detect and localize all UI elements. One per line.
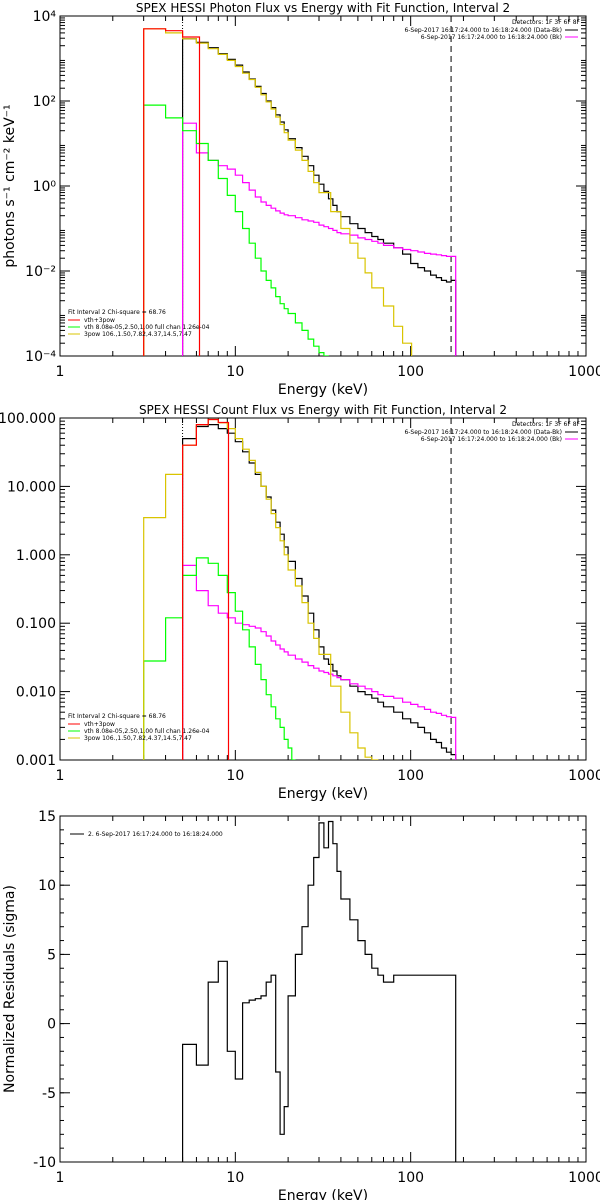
y-tick-label: 100.000	[0, 411, 56, 427]
x-tick-label: 100	[397, 768, 424, 784]
x-axis-label: Energy (keV)	[278, 786, 368, 802]
x-tick-label: 1000	[568, 768, 600, 784]
x-axis-label: Energy (keV)	[278, 382, 368, 398]
legend-lower-entry-text: vth 8.08e-05,2.50,1.00 full chan 1.26e-0…	[84, 728, 210, 735]
legend-upper-entry-text: 6-Sep-2017 16:17:24.000 to 16:18:24.000 …	[404, 27, 562, 34]
chart-panel-1: 1 10 100 1000 10⁻⁴ 10⁻² 10⁰ 10² 10⁴ SPEX HESSI Ph…	[2, 1, 600, 398]
x-tick-label: 1000	[568, 364, 600, 380]
chart-title: SPEX HESSI Count Flux vs Energy with Fit…	[139, 403, 507, 417]
series-line-bk	[182, 122, 457, 356]
legend-lower-entry-text: 3pow 106.,1.50,7.82,4.37,14.5,7.47	[84, 735, 192, 742]
y-tick-label: 10⁻⁴	[25, 349, 56, 365]
x-tick-label: 100	[397, 364, 424, 380]
y-tick-label: 0	[47, 1017, 56, 1033]
series-line-data-bk	[182, 38, 457, 356]
legend-entry-text: 2. 6-Sep-2017 16:17:24.000 to 16:18:24.0…	[88, 831, 223, 838]
legend-lower-entry-text: vth 8.08e-05,2.50,1.00 full chan 1.26e-0…	[84, 324, 210, 331]
y-tick-label: 15	[38, 809, 56, 825]
x-tick-label: 1	[56, 768, 65, 784]
y-tick-label: 10²	[33, 94, 56, 110]
legend-upper-entry-text: 6-Sep-2017 16:17:24.000 to 16:18:24.000 …	[404, 429, 562, 436]
y-tick-label: -10	[33, 1155, 56, 1171]
y-tick-label: 5	[47, 947, 56, 963]
y-tick-label: 10⁰	[33, 179, 57, 195]
x-tick-label: 1	[56, 1170, 65, 1186]
chart-title: SPEX HESSI Photon Flux vs Energy with Fi…	[136, 1, 510, 15]
series-line-data-bk	[182, 424, 457, 760]
legend-upper-header: Detectors: 1F 3F 6F 8F	[512, 421, 581, 428]
y-tick-label: 10	[38, 878, 56, 894]
x-tick-label: 1	[56, 364, 65, 380]
plot-frame	[59, 815, 587, 1163]
y-tick-label: 0.001	[16, 753, 56, 769]
series-line-bk	[182, 564, 457, 760]
legend-lower-entry-text: vth+3pow	[84, 721, 115, 728]
legend-lower-entry-text: 3pow 106.,1.50,7.82,4.37,14.5,7.47	[84, 331, 192, 338]
legend-upper-entry-text: 6-Sep-2017 16:17:24.000 to 16:18:24.000 …	[421, 436, 562, 443]
y-tick-label: -5	[42, 1086, 56, 1102]
legend-lower-header: Fit Interval 2 Chi-square = 68.76	[68, 713, 166, 720]
x-tick-label: 10	[226, 768, 244, 784]
plot-frame	[59, 15, 587, 357]
series-line-vth	[143, 104, 329, 356]
series-line-vth-3pow	[182, 418, 230, 760]
x-axis-label: Energy (keV)	[278, 1188, 368, 1200]
x-tick-label: 100	[397, 1170, 424, 1186]
x-tick-label: 1000	[568, 1170, 600, 1186]
plot-frame	[59, 417, 587, 761]
legend-lower-header: Fit Interval 2 Chi-square = 68.76	[68, 309, 166, 316]
y-tick-label: 10⁴	[33, 9, 57, 25]
x-tick-label: 10	[226, 1170, 244, 1186]
series-line-residuals	[182, 820, 457, 1162]
y-tick-label: 10.000	[7, 479, 56, 495]
series-group	[143, 418, 457, 760]
series-group	[143, 28, 457, 356]
series-group	[182, 820, 457, 1162]
series-line-3pow	[143, 28, 413, 356]
series-line-vth-3pow	[143, 28, 201, 356]
legend-lower-entry-text: vth+3pow	[84, 317, 115, 324]
series-line-vth	[143, 557, 296, 760]
y-axis-label: photons s⁻¹ cm⁻² keV⁻¹	[2, 104, 18, 267]
legend-upper-entry-text: 6-Sep-2017 16:17:24.000 to 16:18:24.000 …	[421, 34, 562, 41]
y-axis-label: Normalized Residuals (sigma)	[2, 885, 18, 1093]
y-tick-label: 10⁻²	[25, 264, 56, 280]
y-tick-label: 0.100	[16, 616, 56, 632]
x-tick-label: 10	[226, 364, 244, 380]
chart-panel-3: 1 10 100 1000 -10 -5 0 5 10 15 Energy (keV) Normali…	[2, 809, 600, 1200]
y-tick-label: 1.000	[16, 548, 56, 564]
y-tick-label: 0.010	[16, 685, 56, 701]
legend-upper-header: Detectors: 1F 3F 6F 8F	[512, 19, 581, 26]
series-line-3pow	[143, 418, 379, 760]
chart-panel-2: 1 10 100 1000 0.001 0.010 0.100 1.000 10.000 100.…	[0, 403, 600, 802]
